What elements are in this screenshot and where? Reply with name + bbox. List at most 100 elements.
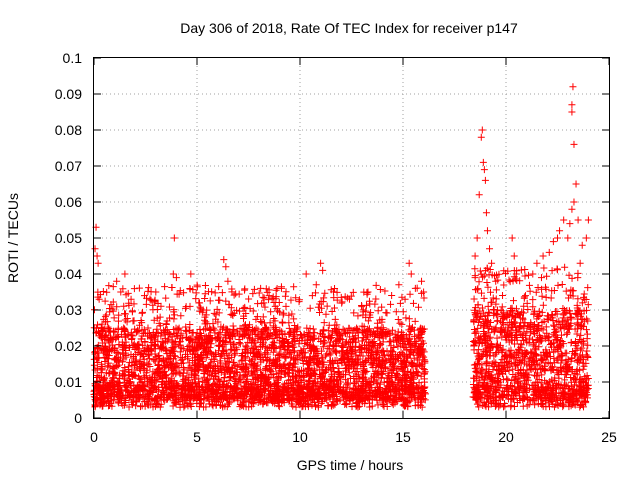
data-point <box>507 403 515 411</box>
data-point <box>378 303 386 311</box>
data-point <box>404 367 412 375</box>
data-point <box>235 361 243 369</box>
data-point <box>329 376 337 384</box>
data-point <box>405 315 413 323</box>
data-point <box>399 308 407 316</box>
data-point <box>257 284 265 292</box>
data-point <box>331 284 339 292</box>
data-point <box>145 352 153 360</box>
data-point <box>330 401 338 409</box>
data-point <box>521 265 529 273</box>
data-point <box>109 283 117 291</box>
data-point <box>288 310 296 318</box>
data-point <box>274 351 282 359</box>
data-point <box>302 357 310 365</box>
data-point <box>509 297 517 305</box>
data-point <box>359 308 367 316</box>
data-point <box>419 326 427 334</box>
data-point <box>405 331 413 339</box>
data-point <box>529 296 537 304</box>
data-point <box>289 402 297 410</box>
data-point <box>389 401 397 409</box>
data-point <box>97 323 105 331</box>
data-point <box>122 399 130 407</box>
data-point <box>538 292 546 300</box>
data-point <box>295 296 303 304</box>
data-point <box>170 352 178 360</box>
data-point <box>290 283 298 291</box>
data-point <box>177 331 185 339</box>
data-point <box>567 338 575 346</box>
data-point <box>421 396 429 404</box>
data-point <box>554 281 562 289</box>
data-point <box>278 318 286 326</box>
data-point <box>236 403 244 411</box>
data-point <box>141 338 149 346</box>
data-point <box>101 297 109 305</box>
data-point <box>121 383 129 391</box>
data-point <box>239 304 247 312</box>
data-point <box>214 296 222 304</box>
data-point <box>114 317 122 325</box>
data-point <box>331 315 339 323</box>
data-point <box>568 274 576 282</box>
data-point <box>398 320 406 328</box>
data-point <box>323 302 331 310</box>
data-point <box>372 295 380 303</box>
data-point <box>235 290 243 298</box>
data-point <box>358 328 366 336</box>
data-point <box>399 391 407 399</box>
data-point <box>187 402 195 410</box>
data-point <box>208 288 216 296</box>
data-point <box>331 348 339 356</box>
data-point <box>415 303 423 311</box>
data-point <box>342 340 350 348</box>
data-point <box>396 299 404 307</box>
data-point <box>281 360 289 368</box>
data-point <box>348 403 356 411</box>
data-point <box>249 290 257 298</box>
data-point <box>349 288 357 296</box>
data-point <box>272 286 280 294</box>
data-point <box>103 355 111 363</box>
data-point <box>525 271 533 279</box>
data-point <box>250 285 258 293</box>
data-point <box>392 308 400 316</box>
data-point <box>216 328 224 336</box>
data-point <box>475 278 483 286</box>
data-point <box>138 309 146 317</box>
data-point <box>169 364 177 372</box>
data-point <box>210 380 218 388</box>
data-point <box>136 357 144 365</box>
data-point <box>138 378 146 386</box>
data-point <box>193 281 201 289</box>
data-point <box>231 349 239 357</box>
data-point <box>135 284 143 292</box>
data-point <box>191 388 199 396</box>
data-point <box>196 299 204 307</box>
data-point <box>253 313 261 321</box>
data-point <box>551 329 559 337</box>
data-point <box>402 370 410 378</box>
data-point <box>537 274 545 282</box>
data-point <box>498 303 506 311</box>
data-point <box>277 344 285 352</box>
data-point <box>406 322 414 330</box>
data-point <box>202 318 210 326</box>
data-point <box>259 388 267 396</box>
data-point <box>243 372 251 380</box>
data-point <box>146 295 154 303</box>
data-point <box>486 333 494 341</box>
data-point <box>261 303 269 311</box>
data-point <box>338 347 346 355</box>
data-point <box>470 295 478 303</box>
data-point <box>386 365 394 373</box>
data-point <box>294 323 302 331</box>
data-point <box>525 281 533 289</box>
data-point <box>324 402 332 410</box>
data-point <box>266 319 274 327</box>
data-point <box>183 327 191 335</box>
data-point <box>215 376 223 384</box>
data-point <box>326 351 334 359</box>
